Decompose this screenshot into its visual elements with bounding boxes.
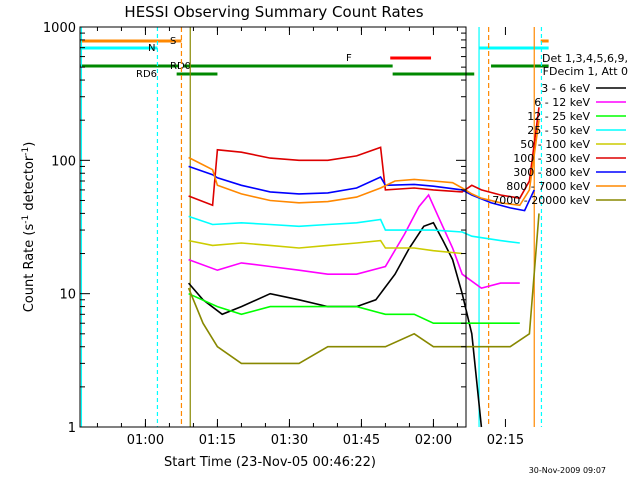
series-line — [188, 215, 520, 244]
legend-label: 6 - 12 keV — [534, 96, 590, 109]
y-axis-ticks: 1 10 100 1000 — [43, 21, 466, 436]
legend: Det 1,3,4,5,6,9,FDecim 1, Att 0 3 - 6 keV… — [492, 52, 628, 207]
x-tick-label: 01:15 — [199, 433, 236, 448]
legend-label: 50 - 100 keV — [520, 138, 590, 151]
x-axis-label: Start Time (23-Nov-05 00:46:22) — [164, 455, 376, 470]
series-line — [188, 165, 535, 212]
flag-label-f: F — [346, 53, 352, 64]
x-tick-label: 01:00 — [127, 433, 164, 448]
timestamp: 30-Nov-2009 09:07 — [529, 466, 606, 475]
legend-label: 7000 - 20000 keV — [492, 194, 590, 207]
legend-header: Det 1,3,4,5,6,9, — [542, 52, 628, 65]
y-tick-label: 10 — [59, 288, 76, 303]
legend-label: 300 - 800 keV — [513, 166, 590, 179]
legend-label: 25 - 50 keV — [527, 124, 590, 137]
legend-label: 800 - 7000 keV — [506, 180, 590, 193]
flag-label-rd6: RD6 — [136, 69, 157, 80]
x-tick-label: 01:45 — [343, 433, 380, 448]
series-line — [188, 239, 463, 255]
legend-header: FDecim 1, Att 0 — [543, 65, 628, 78]
flag-bars: S N RD0 RD6 F — [80, 36, 549, 80]
y-tick-label: 100 — [51, 154, 76, 169]
legend-label: 12 - 25 keV — [527, 110, 590, 123]
series-line — [188, 120, 540, 207]
y-tick-label: 1000 — [43, 21, 76, 36]
x-axis-ticks: 01:00 01:15 01:30 01:45 02:00 02:15 — [96, 27, 524, 448]
legend-label: 100 - 300 keV — [513, 152, 590, 165]
x-tick-label: 02:15 — [487, 433, 524, 448]
flag-label-n: N — [148, 43, 155, 54]
y-axis-label: Count Rate (s-1 detector-1) — [21, 142, 37, 313]
legend-label: 3 - 6 keV — [541, 82, 590, 95]
x-tick-label: 01:30 — [271, 433, 308, 448]
series-line — [187, 213, 540, 365]
chart-title: HESSI Observing Summary Count Rates — [124, 3, 423, 21]
series-line — [188, 292, 520, 324]
series-line — [188, 107, 540, 207]
series-lines — [187, 107, 540, 428]
series-line — [187, 221, 483, 428]
y-tick-label: 1 — [68, 421, 76, 436]
flag-label-rd0: RD0 — [170, 61, 191, 72]
series-line — [188, 193, 520, 289]
flag-label-s: S — [170, 36, 176, 47]
plot-frame — [79, 26, 467, 428]
x-tick-label: 02:00 — [415, 433, 452, 448]
interval-markers — [80, 27, 543, 427]
